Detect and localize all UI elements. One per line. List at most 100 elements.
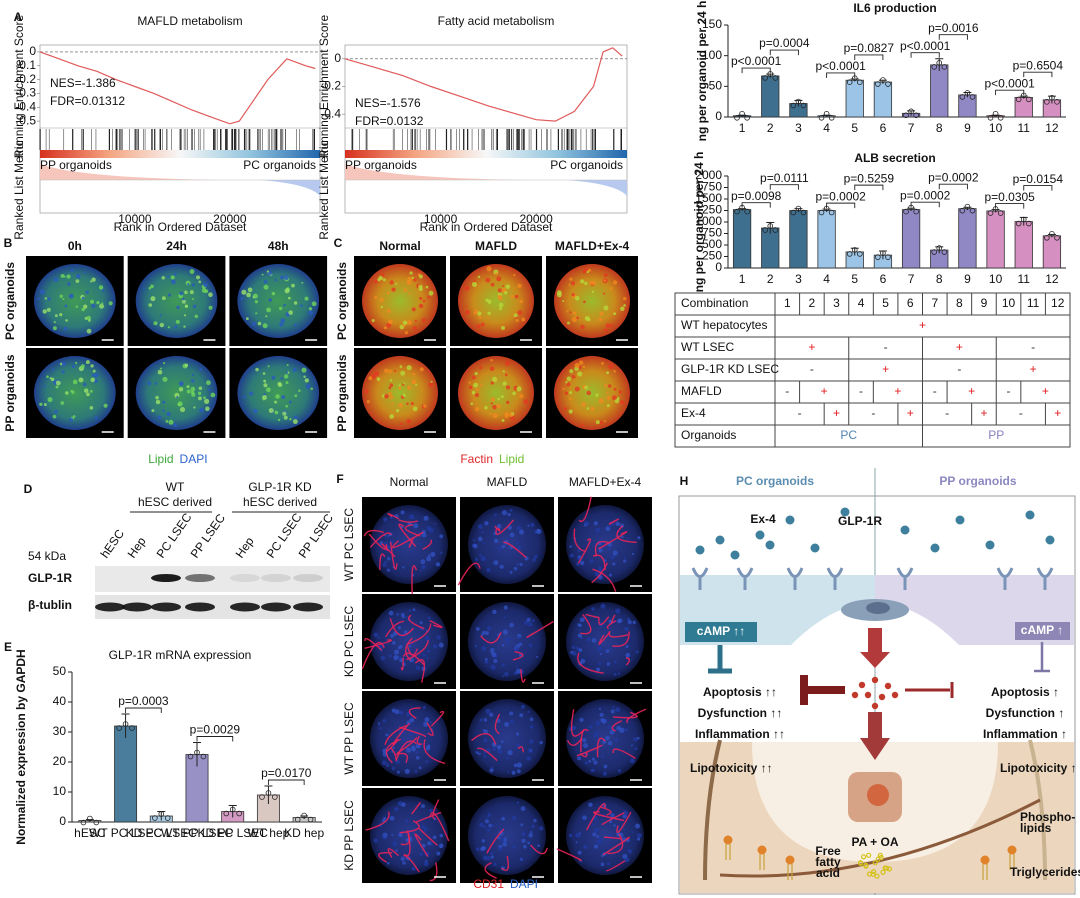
table-cell: - [945, 406, 949, 420]
replicate-dot [818, 209, 825, 216]
texture [80, 364, 85, 369]
texture [534, 554, 538, 559]
bar [901, 209, 921, 269]
vessel [471, 733, 497, 745]
texture [487, 311, 491, 316]
texture [506, 643, 510, 646]
texture [90, 377, 95, 383]
vessel [416, 811, 442, 823]
texture [606, 662, 611, 666]
replicate-dot [1054, 235, 1060, 241]
texture [423, 861, 429, 867]
texture [284, 374, 289, 379]
table-cell: - [957, 362, 961, 376]
vessel [363, 529, 385, 537]
p-value: p=0.0098 [731, 189, 782, 203]
texture [411, 379, 417, 385]
texture [373, 838, 378, 843]
x-tick-label: 1 [739, 121, 746, 135]
texture [280, 318, 286, 324]
texture [65, 391, 69, 395]
texture [489, 647, 495, 653]
texture [509, 622, 514, 628]
texture [208, 388, 211, 392]
texture [588, 268, 592, 272]
texture [600, 862, 605, 867]
lipid-tail [787, 864, 793, 880]
texture [55, 385, 59, 389]
texture [384, 368, 389, 373]
texture [402, 393, 406, 398]
replicate-dot [941, 249, 948, 255]
replicate-dot [1054, 99, 1060, 105]
texture [86, 392, 90, 397]
replicate-dot [903, 112, 909, 119]
p-value: p=0.0111 [760, 171, 809, 185]
texture [502, 284, 505, 287]
bar [958, 208, 977, 269]
ex4-molecule [1025, 510, 1035, 520]
texture [602, 771, 607, 776]
texture [294, 394, 298, 398]
texture [425, 285, 429, 289]
texture [562, 300, 565, 303]
arrow [860, 712, 890, 760]
panel-letter: D [24, 482, 33, 496]
texture [81, 307, 85, 312]
row-label: WT PC LSEC [342, 508, 356, 581]
texture [89, 389, 93, 393]
replicate-dot [992, 110, 999, 117]
texture [483, 718, 488, 722]
texture [523, 844, 527, 849]
rank-strip [345, 150, 627, 158]
texture [536, 528, 541, 533]
lipid-tail [725, 844, 731, 860]
vessel [411, 802, 421, 815]
texture [379, 297, 384, 302]
texture [501, 325, 506, 330]
texture [176, 305, 180, 310]
replicate-dot [857, 251, 863, 257]
texture [421, 532, 427, 538]
texture [637, 536, 641, 540]
vessel [398, 523, 417, 547]
texture [401, 802, 406, 807]
texture [388, 319, 393, 325]
table-header: 5 [882, 296, 889, 310]
replicate-dot [987, 114, 994, 121]
texture [482, 729, 485, 732]
table-cell: - [810, 362, 814, 376]
significance-bracket [741, 67, 771, 74]
texture [504, 637, 510, 643]
texture [531, 824, 535, 829]
texture [471, 281, 477, 287]
texture [598, 398, 604, 404]
texture [277, 418, 281, 422]
metric-neg [260, 180, 320, 196]
texture [283, 275, 289, 281]
texture [499, 564, 504, 569]
texture [479, 822, 484, 827]
texture [282, 411, 287, 416]
replicate-dot [152, 815, 158, 821]
texture [88, 319, 91, 322]
texture [292, 367, 297, 372]
texture [574, 362, 580, 368]
texture [621, 535, 624, 539]
y-tick-label: -0.1 [15, 58, 36, 72]
bar [761, 227, 780, 269]
texture [513, 566, 518, 571]
texture [155, 399, 161, 405]
bar [1014, 221, 1033, 269]
p-value: p<0.0001 [815, 59, 866, 73]
texture [515, 732, 520, 736]
texture [488, 823, 493, 828]
legend-label: Factin [460, 452, 493, 466]
vessel [369, 532, 392, 548]
texture [406, 402, 409, 406]
texture [408, 292, 411, 295]
x-tick-label: WT PP LSEC [161, 826, 234, 840]
texture [68, 293, 74, 299]
organoid [237, 264, 320, 338]
replicate-dot [194, 749, 200, 756]
